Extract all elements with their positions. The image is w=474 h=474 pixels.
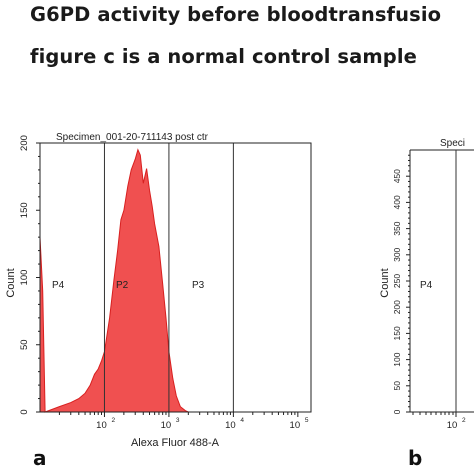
panel-b-y-tick-label: 50: [392, 381, 402, 391]
panel-a-histogram-area: [39, 148, 189, 413]
panel-b-y-tick-label: 200: [392, 300, 402, 314]
panel-a-x-tick-exponent: 3: [176, 417, 180, 424]
panel-a-x-tick-label: 10: [96, 420, 107, 431]
panel-b-gate-label-p4: P4: [420, 280, 433, 291]
panel-a-plot-frame: [39, 142, 312, 413]
panel-b-y-tick-label: 300: [392, 247, 402, 261]
panel-a-y-tick-label: 150: [19, 202, 30, 218]
panel-b-y-axis-label: Count: [379, 268, 391, 297]
panel-b-y-tick-label: 150: [392, 326, 402, 340]
panel-a-specimen-title: Specimen_001-20-711143 post ctr: [56, 132, 209, 143]
figure-title-line-2: figure c is a normal control sample: [30, 45, 417, 68]
panel-b-x-tick-label: 10: [447, 420, 458, 431]
panel-b-y-tick-label: 100: [392, 352, 402, 366]
figure-title-line-1: G6PD activity before bloodtransfusio: [30, 3, 442, 26]
panel-b-specimen-title: Speci: [440, 138, 465, 149]
panel-label-a: a: [33, 446, 47, 470]
panel-label-b: b: [408, 446, 423, 470]
panel-a-gate-label-p4: P4: [52, 280, 65, 291]
panel-a-gate-label-p3: P3: [192, 280, 205, 291]
panel-b-y-tick-label: 400: [392, 195, 402, 209]
panel-a-x-tick-label: 10: [290, 420, 301, 431]
panel-a-x-tick-exponent: 5: [305, 417, 309, 424]
panel-a-y-tick-label: 200: [19, 135, 30, 151]
panel-b-y-tick-label: 250: [392, 274, 402, 288]
panel-b-x-tick-exponent: 2: [462, 417, 466, 424]
panel-a-y-axis-label: Count: [5, 268, 17, 297]
panel-a-x-axis-label: Alexa Fluor 488-A: [131, 437, 220, 449]
panel-b-y-tick-label: 0: [392, 409, 402, 414]
panel-a-y-tick-label: 0: [19, 409, 30, 414]
panel-a-y-tick-label: 100: [19, 270, 30, 286]
panel-b-y-tick-label: 450: [392, 169, 402, 183]
panel-a-gate-label-p2: P2: [116, 280, 129, 291]
panel-a-x-tick-label: 10: [225, 420, 236, 431]
panel-b-y-tick-label: 350: [392, 221, 402, 235]
panel-a-x-tick-exponent: 2: [111, 417, 115, 424]
panel-a-x-tick-exponent: 4: [240, 417, 244, 424]
panel-a-x-tick-label: 10: [161, 420, 172, 431]
panel-a-y-tick-label: 50: [19, 339, 30, 350]
